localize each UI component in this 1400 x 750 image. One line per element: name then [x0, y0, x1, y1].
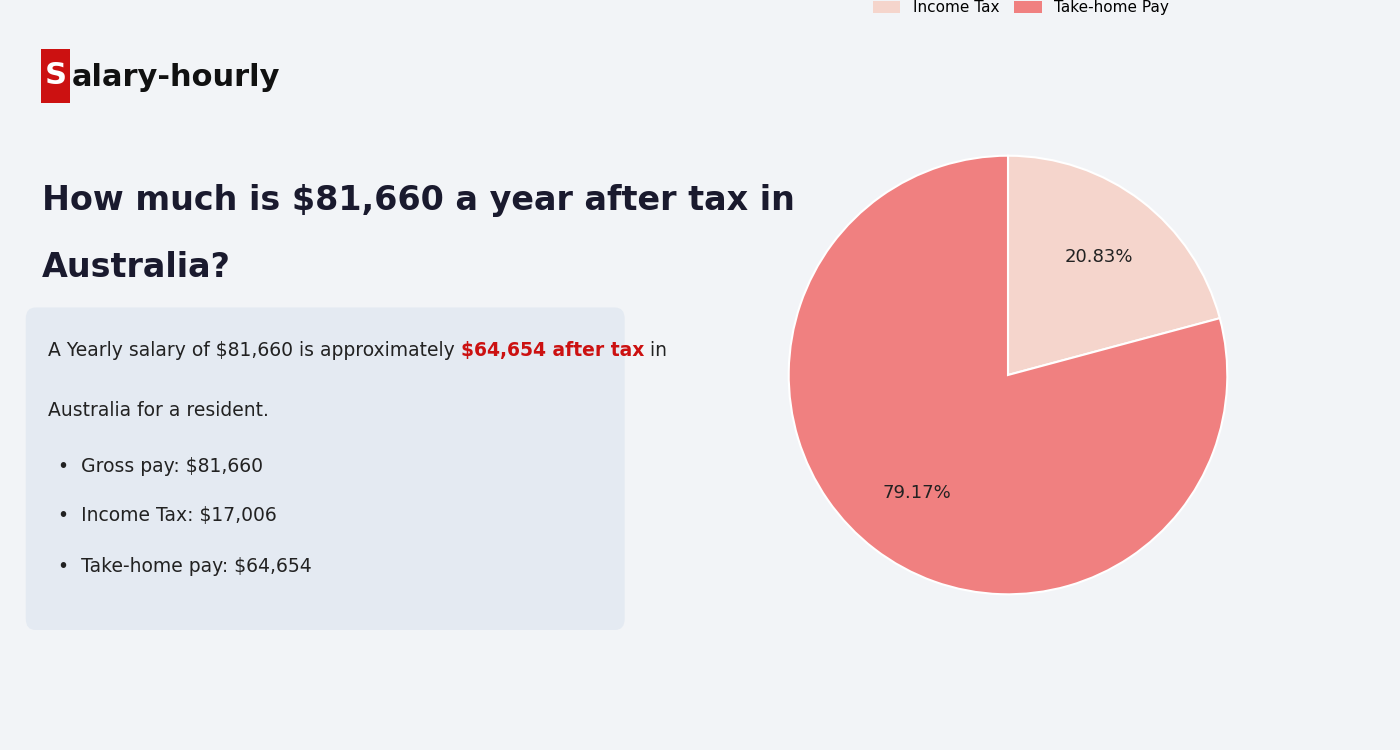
Text: 20.83%: 20.83%: [1064, 248, 1133, 266]
Text: How much is $81,660 a year after tax in: How much is $81,660 a year after tax in: [42, 184, 795, 217]
Text: Australia for a resident.: Australia for a resident.: [48, 401, 269, 420]
Text: alary-hourly: alary-hourly: [73, 63, 280, 92]
Wedge shape: [788, 156, 1228, 594]
FancyBboxPatch shape: [41, 49, 70, 103]
Text: in: in: [644, 341, 668, 360]
FancyBboxPatch shape: [25, 308, 624, 630]
Legend: Income Tax, Take-home Pay: Income Tax, Take-home Pay: [868, 0, 1173, 20]
Wedge shape: [1008, 156, 1219, 375]
Text: Australia?: Australia?: [42, 251, 231, 284]
Text: A Yearly salary of $81,660 is approximately: A Yearly salary of $81,660 is approximat…: [48, 341, 461, 360]
Text: •  Take-home pay: $64,654: • Take-home pay: $64,654: [57, 556, 312, 575]
Text: $64,654 after tax: $64,654 after tax: [461, 341, 644, 360]
Text: •  Income Tax: $17,006: • Income Tax: $17,006: [57, 506, 277, 525]
Text: S: S: [45, 62, 66, 90]
Text: 79.17%: 79.17%: [883, 484, 952, 502]
Text: •  Gross pay: $81,660: • Gross pay: $81,660: [57, 458, 263, 476]
